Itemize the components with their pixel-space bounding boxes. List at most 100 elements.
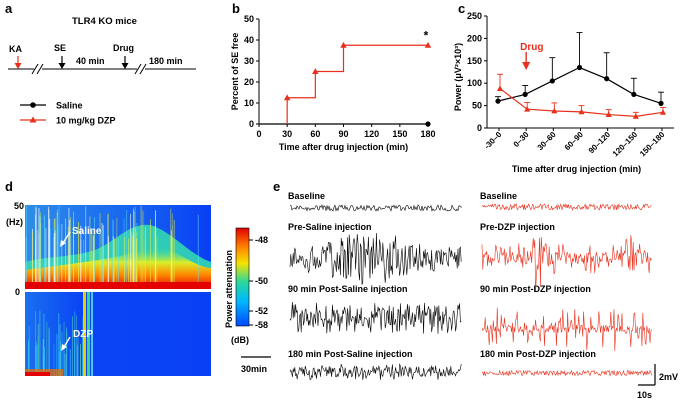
saline-point (604, 76, 610, 82)
panel-d: d 50 (Hz) 0 Saline DZP (5, 179, 271, 376)
voltage-scale-label: 2mV (659, 372, 678, 382)
trace-saline-90 (289, 301, 462, 334)
spectrogram-y-top: 50 (14, 201, 24, 211)
y-tick-label: 150 (467, 56, 482, 66)
saline-point (522, 91, 528, 97)
panel-c-letter: c (458, 1, 465, 16)
saline-pointer-icon (60, 231, 71, 247)
colorbar-tick-58: -58 (255, 320, 268, 330)
dzp-series-step (286, 44, 428, 124)
dzp-point (659, 109, 667, 115)
significance-star: * (424, 28, 429, 42)
panel-b: b 0 30 60 90 120 150 180 0 10 20 30 40 50 Time after … (230, 1, 436, 152)
trace-dzp-pre (481, 235, 652, 292)
dzp-point (340, 41, 347, 48)
trace-saline-pre (289, 232, 462, 285)
colorbar-tick-48: -48 (255, 235, 268, 245)
x-tick-label: -30–0 (483, 130, 504, 151)
dzp-point (605, 111, 612, 117)
saline-point (658, 100, 664, 106)
drug-arrow-icon (121, 56, 129, 69)
colorbar-unit: (dB) (231, 335, 249, 345)
spectrogram-saline-streaks (25, 205, 199, 282)
panel-a-letter: a (5, 1, 13, 16)
dzp-point (578, 108, 585, 115)
y-tick-label: 50 (244, 14, 254, 24)
x-tick-label: 150–180 (638, 130, 667, 159)
legend-saline-marker (30, 102, 36, 108)
panel-c: c 0 50 100 150 200 250 -30–0 0–30 30–60 60–90 90–1… (453, 1, 674, 174)
colorbar: -48 -50 -52 -58 Power attenuation (dB) (224, 227, 268, 345)
x-axis-title: Time after drug injection (min) (512, 164, 641, 174)
spectrogram-saline (25, 205, 211, 289)
x-tick-label: 30–60 (536, 130, 558, 152)
chart-se-free: 0 30 60 90 120 150 180 0 10 20 30 40 50 Time after dr… (230, 14, 436, 152)
panel-a: a TLR4 KO mice KA SE Drug 40 min 180 min (5, 1, 196, 126)
trace-title-dzp-180: 180 min Post-DZP injection (480, 349, 596, 359)
x-tick-label: 120 (364, 129, 379, 139)
y-tick-label: 40 (244, 35, 254, 45)
trace-title-saline-90: 90 min Post-Saline injection (288, 284, 408, 294)
y-tick-label: 250 (467, 11, 482, 21)
x-tick-label: 150 (392, 129, 407, 139)
dzp-point (551, 107, 558, 114)
trace-title-dzp-baseline: Baseline (480, 191, 517, 201)
y-axis-title: Percent of SE free (230, 33, 240, 111)
y-axis-title: Power (μV²×10³) (453, 43, 463, 111)
trace-title-saline-pre: Pre-Saline injection (288, 222, 372, 232)
legend: Saline 10 mg/kg DZP (20, 101, 116, 126)
time-scale-bar: 30min (241, 356, 271, 374)
saline-point (495, 98, 501, 104)
x-tick-label: 180 (420, 129, 435, 139)
se-label: SE (54, 43, 66, 53)
x-tick-label: 0 (256, 129, 261, 139)
spectrogram-y-zero: 0 (15, 287, 20, 297)
trace-saline-180 (289, 363, 462, 380)
spectrogram-label-saline: Saline (72, 226, 102, 237)
eeg-traces (289, 203, 652, 380)
trace-dzp-90 (481, 307, 652, 351)
panel-e-letter: e (273, 179, 280, 194)
time-scale-10s-label: 10s (637, 390, 652, 400)
trace-dzp-180 (481, 369, 652, 377)
trace-title-saline-baseline: Baseline (288, 191, 325, 201)
x-axis-title: Time after drug injection (min) (279, 142, 408, 152)
legend-dzp-marker (29, 116, 37, 123)
gap-180-label: 180 min (149, 56, 183, 66)
dzp-point (632, 113, 639, 119)
dzp-point (312, 68, 319, 75)
trace-title-dzp-pre: Pre-DZP injection (480, 222, 555, 232)
dzp-pointer-icon (61, 336, 71, 351)
gap-40-label: 40 min (76, 56, 105, 66)
se-arrow-icon (58, 56, 66, 69)
time-scale-label: 30min (241, 364, 267, 374)
ka-arrow-icon (14, 56, 22, 69)
trace-title-saline-180: 180 min Post-Saline injection (288, 349, 413, 359)
ka-label: KA (9, 44, 22, 54)
panel-a-title: TLR4 KO mice (72, 16, 137, 27)
x-tick-label: 30 (282, 129, 292, 139)
saline-point (425, 121, 431, 127)
dzp-point (524, 105, 531, 112)
legend-saline-label: Saline (56, 101, 83, 111)
y-tick-label: 0 (249, 119, 254, 129)
y-tick-label: 0 (477, 123, 482, 133)
voltage-time-scale-bar: 2mV 10s (637, 364, 678, 400)
panel-d-letter: d (5, 179, 13, 194)
y-tick-label: 100 (467, 78, 482, 88)
dzp-point (424, 41, 432, 48)
y-tick-label: 200 (467, 33, 482, 43)
y-tick-label: 30 (244, 56, 254, 66)
spectrogram-dzp (25, 292, 211, 376)
y-tick-label: 50 (472, 101, 482, 111)
y-tick-label: 20 (244, 77, 254, 87)
dzp-point (283, 94, 291, 101)
trace-saline-baseline (289, 204, 463, 212)
y-tick-label: 10 (244, 98, 254, 108)
saline-point (549, 78, 555, 84)
colorbar-title: Power attenuation (224, 250, 234, 328)
x-tick-label: 60–90 (563, 130, 585, 152)
panel-b-letter: b (232, 1, 240, 16)
drug-label: Drug (113, 43, 134, 53)
